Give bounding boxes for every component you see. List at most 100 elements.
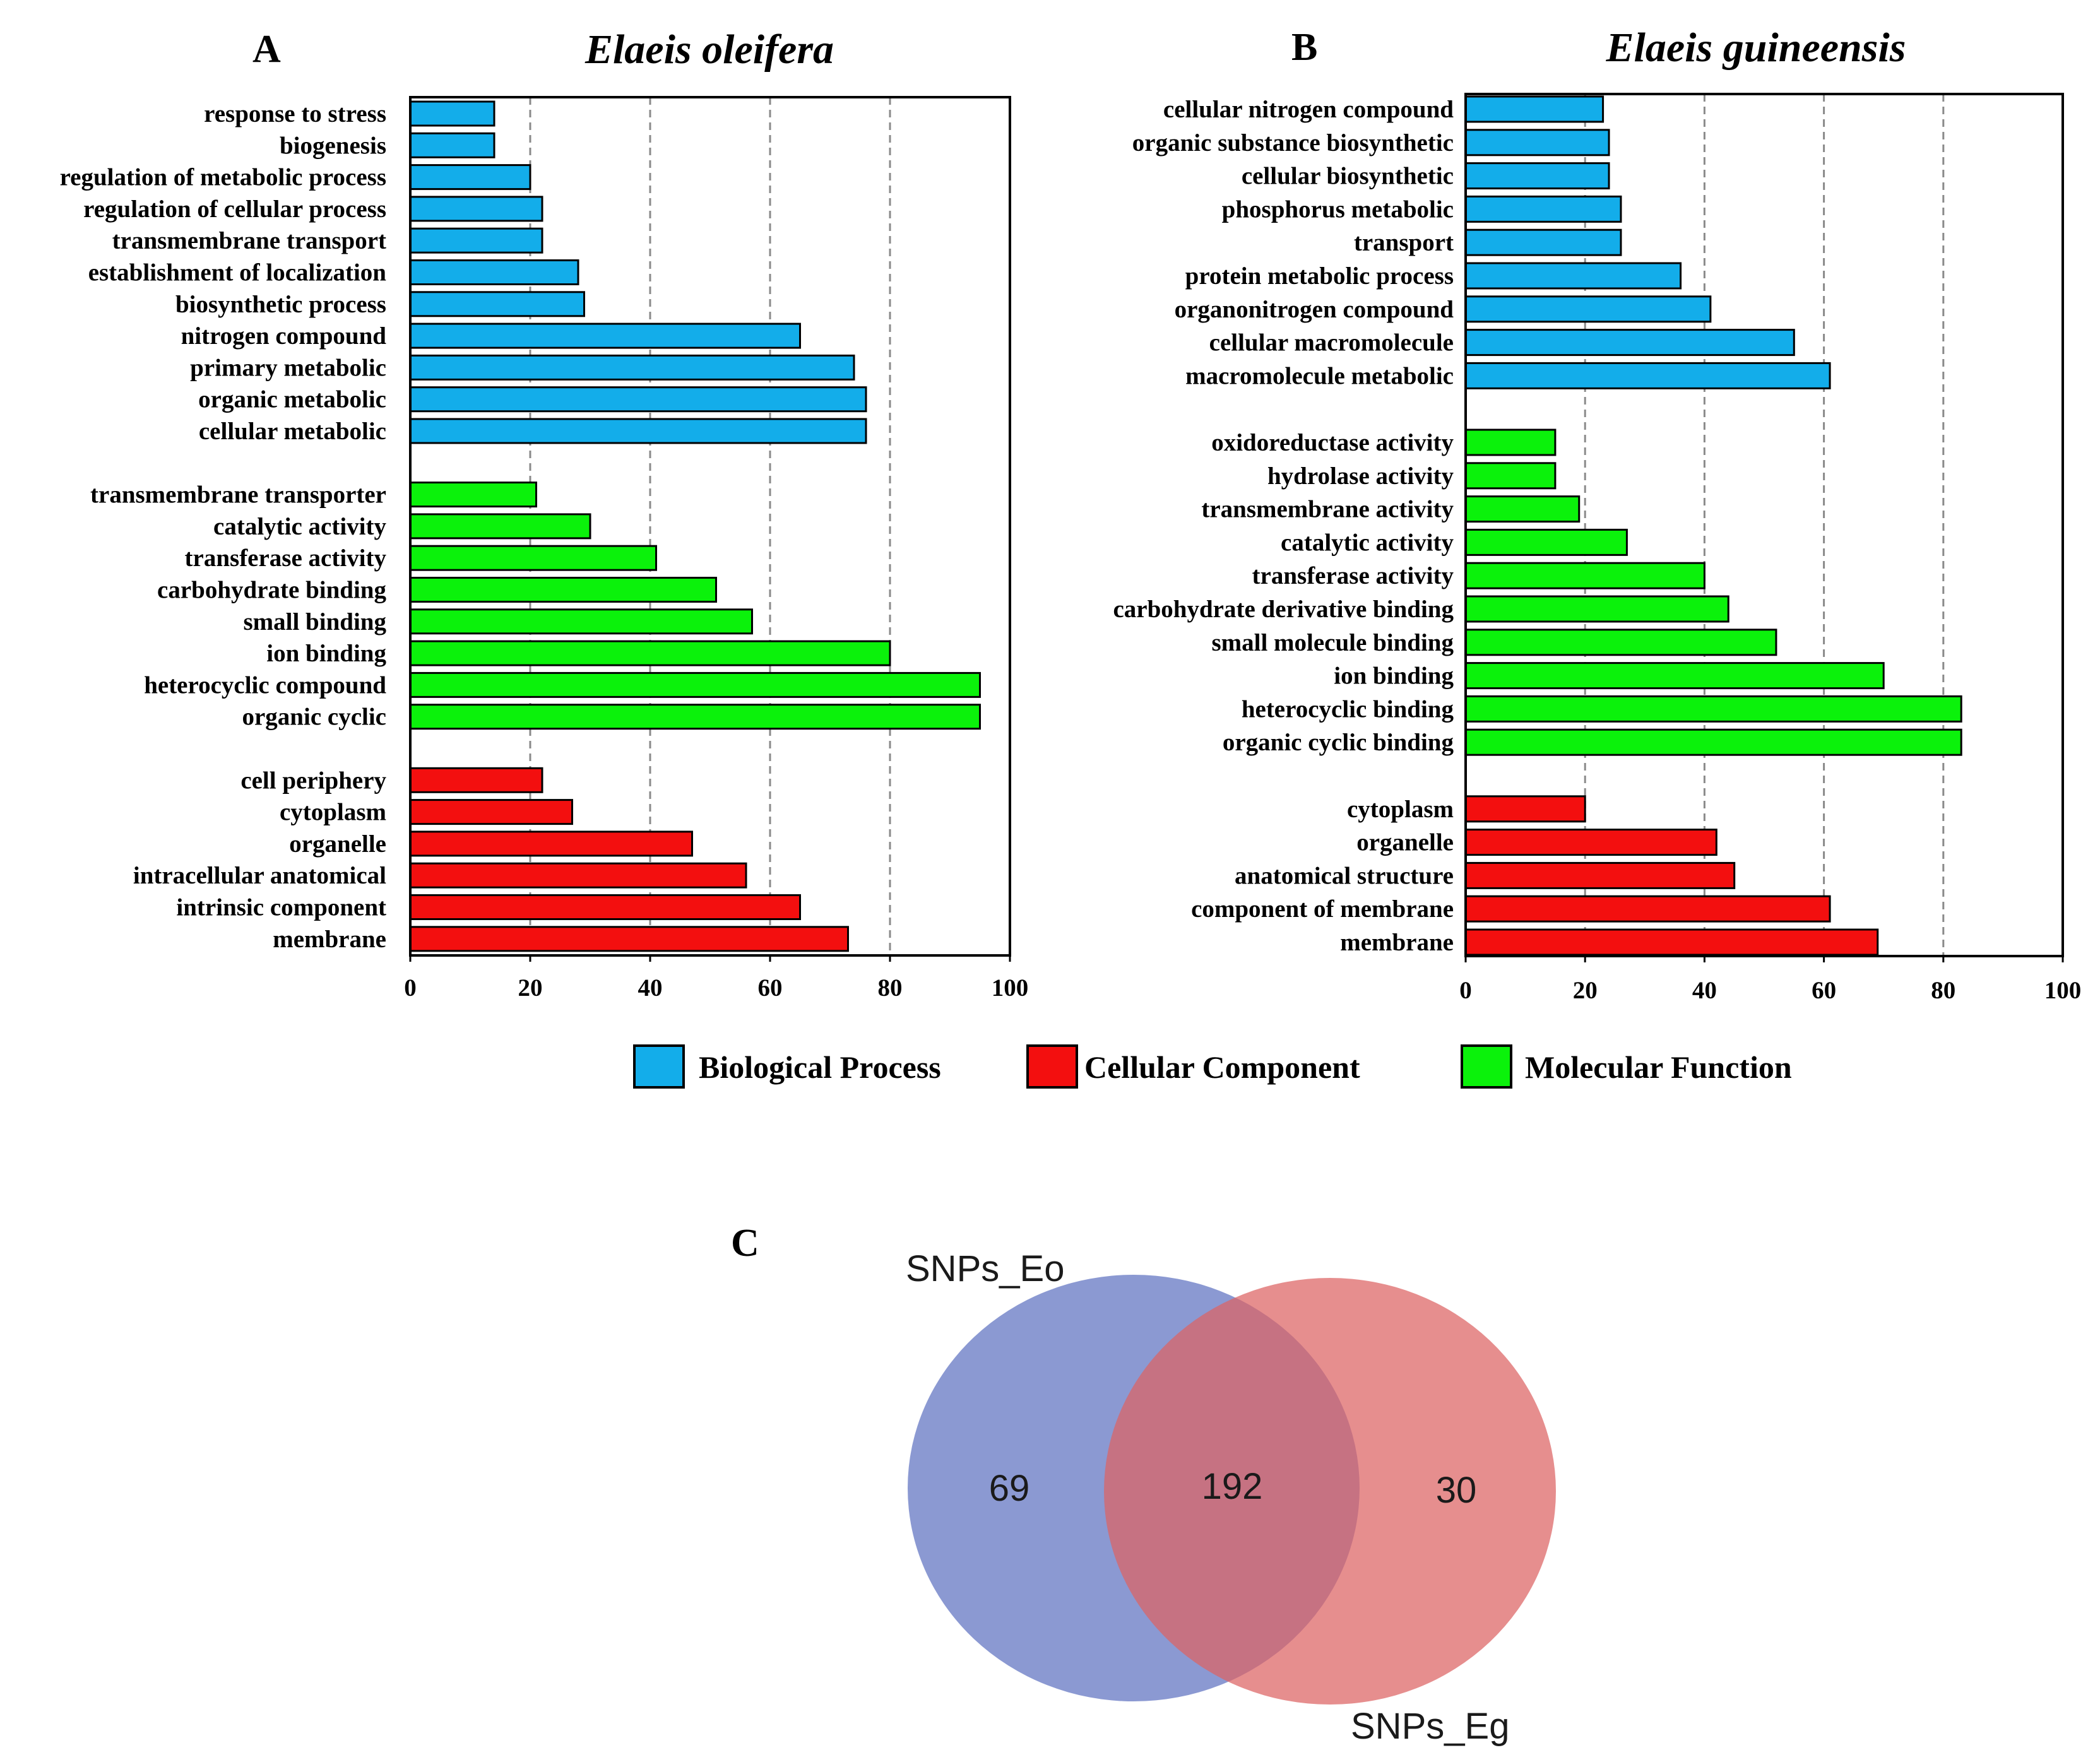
bar (1464, 928, 1879, 956)
category-label: organic cyclic binding (1223, 729, 1454, 756)
category-label: carbohydrate binding (157, 577, 386, 604)
category-label: cell periphery (240, 767, 386, 794)
tick-label: 80 (878, 974, 903, 1002)
category-label: macromolecule metabolic (1185, 362, 1454, 389)
category-label: oxidoreductase activity (1211, 429, 1454, 456)
bar (1464, 495, 1581, 523)
plot-frame (1464, 93, 2064, 957)
category-label: cellular macromolecule (1209, 329, 1454, 357)
bar (1464, 329, 1795, 357)
bar (409, 799, 573, 825)
legend-swatch-biological-process (633, 1044, 685, 1089)
bar (409, 926, 849, 952)
bar (1464, 129, 1610, 157)
chart-title: Elaeis guineensis (1606, 25, 1906, 71)
category-label: transferase activity (1252, 562, 1454, 589)
tick-label: 60 (758, 974, 783, 1002)
bar (1464, 528, 1628, 556)
tick-label: 0 (404, 974, 417, 1002)
category-label: phosphorus metabolic (1222, 196, 1454, 223)
bar (409, 291, 585, 317)
category-label: membrane (1340, 929, 1454, 956)
tick-label: 60 (1812, 977, 1836, 1004)
category-label: transmembrane transport (112, 227, 386, 254)
category-label: response to stress (204, 100, 386, 127)
venn-label-eg: SNPs_Eg (1351, 1706, 1509, 1747)
category-label: ion binding (1334, 663, 1454, 690)
bar (1464, 662, 1885, 690)
category-label: organic metabolic (198, 386, 386, 413)
bar (1464, 695, 1962, 723)
bar (1464, 228, 1622, 256)
category-label: nitrogen compound (181, 322, 387, 350)
bar (409, 259, 579, 285)
bar (409, 894, 801, 920)
category-label: catalytic activity (1281, 529, 1454, 556)
bar (1464, 795, 1586, 823)
bar (1464, 162, 1610, 190)
bar (1464, 195, 1622, 223)
legend-label-biological-process: Biological Process (699, 1049, 941, 1085)
category-label: organelle (1356, 829, 1454, 856)
bar (409, 164, 531, 191)
category-label: regulation of cellular process (83, 196, 386, 223)
bar (409, 227, 543, 254)
tick-label: 40 (638, 974, 663, 1002)
bar (409, 767, 543, 793)
bar (409, 196, 543, 222)
panel-label: A (252, 28, 281, 71)
bar (409, 671, 981, 698)
category-label: intracellular anatomical (133, 862, 386, 889)
bar (1464, 428, 1557, 456)
bar (409, 482, 537, 508)
venn-count-intersection: 192 (1202, 1466, 1263, 1507)
bar (409, 354, 855, 381)
bar (409, 322, 801, 349)
category-label: component of membrane (1191, 895, 1454, 923)
category-label: transferase activity (185, 545, 387, 572)
category-label: small molecule binding (1211, 629, 1454, 656)
legend: Biological Process Cellular Component Mo… (633, 1044, 1792, 1089)
bar (409, 100, 495, 127)
bar (409, 862, 747, 889)
bar (409, 577, 717, 603)
category-label: hydrolase activity (1267, 463, 1454, 490)
bar (1464, 262, 1682, 290)
bar (409, 704, 981, 730)
legend-swatch-cellular-component (1026, 1044, 1078, 1089)
bar (409, 830, 693, 857)
category-label: organelle (289, 830, 386, 858)
category-label: transmembrane transporter (90, 482, 386, 509)
bar (409, 545, 657, 571)
tick-label: 20 (518, 974, 543, 1002)
tick-label: 0 (1459, 977, 1472, 1004)
category-label: organonitrogen compound (1175, 296, 1454, 323)
category-label: heterocyclic compound (144, 671, 386, 699)
category-label: organic cyclic (242, 704, 387, 731)
venn-count-eo-only: 69 (989, 1468, 1030, 1509)
bar (409, 132, 495, 158)
bar (1464, 595, 1729, 623)
bar (409, 418, 867, 444)
category-label: primary metabolic (190, 354, 386, 381)
category-label: protein metabolic process (1185, 263, 1454, 290)
tick-label: 80 (1931, 977, 1955, 1004)
category-label: cellular biosynthetic (1242, 163, 1454, 190)
plot-frame (409, 96, 1011, 957)
tick-label: 20 (1573, 977, 1598, 1004)
category-label: cytoplasm (280, 799, 386, 826)
category-label: cellular nitrogen compound (1163, 96, 1454, 123)
category-label: cellular metabolic (199, 418, 386, 445)
bar (409, 513, 591, 540)
bar (409, 640, 891, 666)
category-label: membrane (273, 926, 386, 953)
tick-label: 40 (1692, 977, 1717, 1004)
category-label: carbohydrate derivative binding (1113, 596, 1454, 623)
category-label: heterocyclic binding (1242, 695, 1454, 723)
panel-label: B (1291, 26, 1317, 69)
venn-circle-eg (1104, 1278, 1556, 1705)
category-label: anatomical structure (1235, 862, 1454, 889)
bar (1464, 562, 1706, 589)
panel-c-venn: C SNPs_Eo SNPs_Eg 69 192 30 (731, 1222, 1556, 1747)
